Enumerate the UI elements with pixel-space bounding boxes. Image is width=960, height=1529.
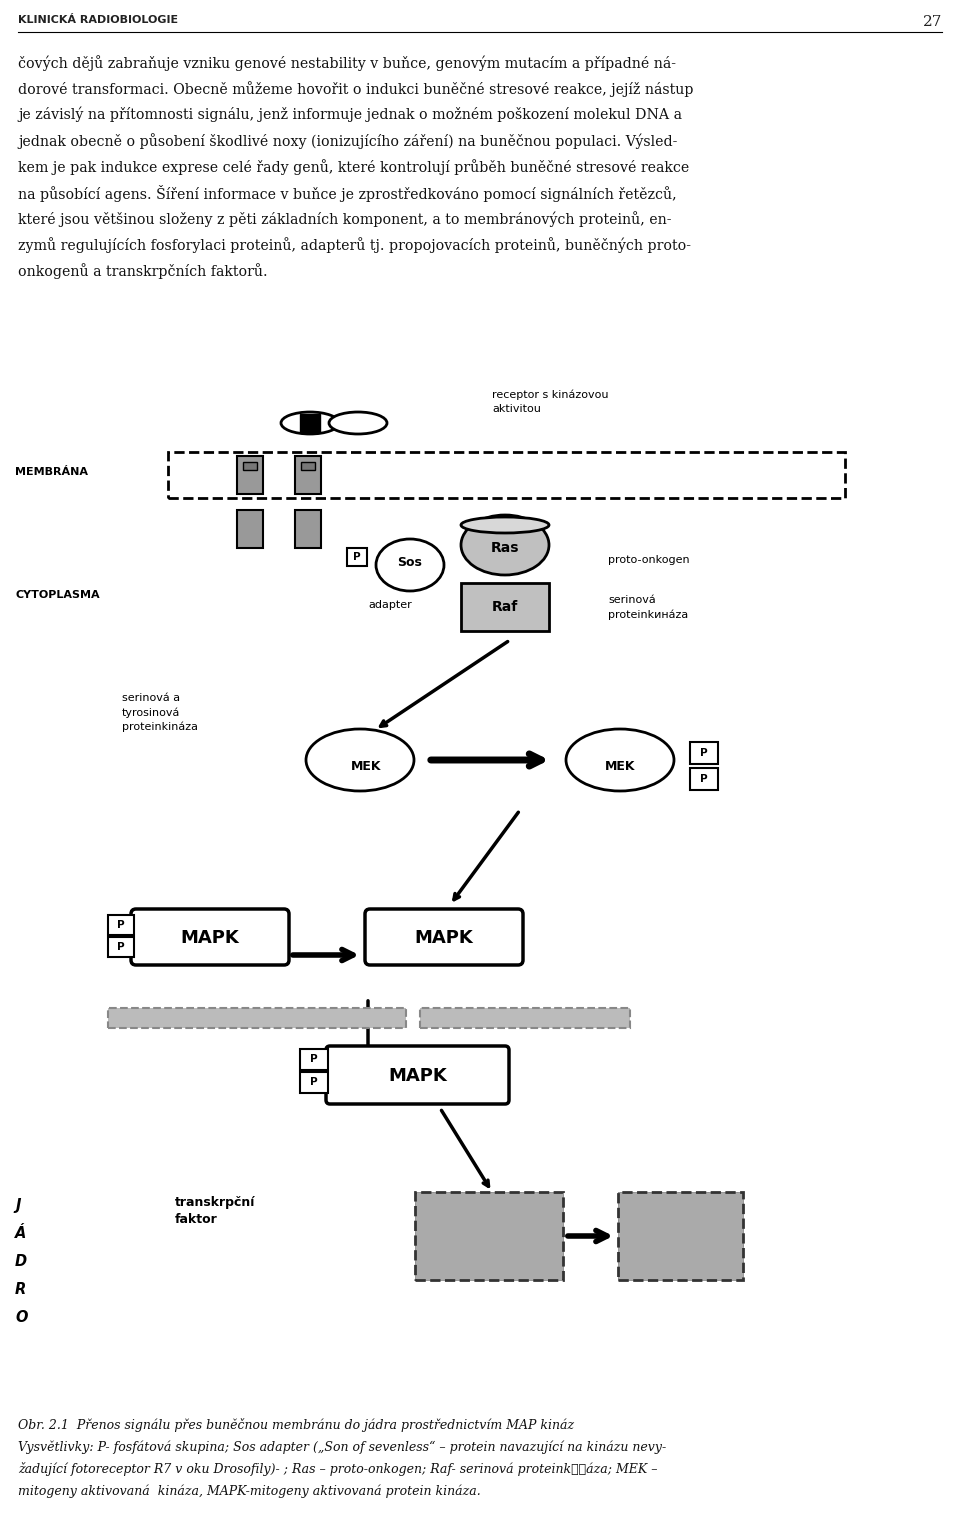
Text: aktivitou: aktivitou [492,404,540,414]
Text: J: J [15,1199,20,1212]
Text: P: P [353,552,361,563]
Bar [300,414,320,433]
Text: adapter: adapter [368,599,412,610]
Text: P: P [700,748,708,758]
Text: Sos: Sos [397,557,422,569]
Bar [108,1008,406,1027]
Bar [420,1008,630,1027]
Text: O: O [15,1310,28,1326]
Bar [108,914,134,936]
FancyBboxPatch shape [365,910,523,965]
Text: Vysvětlivky: P- fosfátová skupina; Sos adapter („Son of sevenless“ – protein nav: Vysvětlivky: P- fosfátová skupina; Sos a… [18,1440,666,1454]
Text: P: P [700,774,708,784]
Bar [237,511,263,547]
Text: proteinkináza: proteinkináza [122,722,198,731]
Text: Raf: Raf [492,599,518,615]
Ellipse shape [306,729,414,790]
Ellipse shape [566,729,674,790]
Text: MEMBRÁNA: MEMBRÁNA [15,466,88,477]
Bar [618,1193,743,1280]
Bar [108,937,134,957]
Text: faktor: faktor [175,1212,218,1226]
Bar [301,462,315,469]
Text: čových dějů zabraňuje vzniku genové nestability v buňce, genovým mutacím a přípa: čových dějů zabraňuje vzniku genové nest… [18,55,676,70]
Text: P: P [117,942,125,953]
Text: MEK: MEK [350,760,381,772]
Bar [347,547,367,566]
Bar [690,742,718,764]
Text: je závislý na přítomnosti signálu, jenž informuje jednak o možném poškození mole: je závislý na přítomnosti signálu, jenž … [18,107,682,122]
Text: serinová: serinová [608,595,656,605]
Text: MAPK: MAPK [415,930,473,946]
Text: které jsou většinou složeny z pěti základních komponent, a to membránových prote: které jsou většinou složeny z pěti zákla… [18,211,671,226]
Text: MAPK: MAPK [180,930,239,946]
Bar [618,1193,743,1280]
Text: 27: 27 [923,15,942,29]
Text: na působící agens. Šíření informace v buňce je zprostředkováno pomocí signálních: na působící agens. Šíření informace v bu… [18,185,677,202]
Bar [168,453,845,498]
Text: jednak obecně o působení škodlivé noxy (ionizujícího záření) na buněčnou populac: jednak obecně o působení škodlivé noxy (… [18,133,678,148]
Text: receptor s kinázovou: receptor s kinázovou [492,390,609,401]
Text: dorové transformaci. Obecně můžeme hovořit o indukci buněčné stresové reakce, je: dorové transformaci. Obecně můžeme hovoř… [18,81,693,96]
Ellipse shape [376,540,444,592]
Text: MEK: MEK [605,760,636,772]
Text: Á: Á [15,1226,26,1242]
Bar [300,1072,328,1093]
Ellipse shape [461,515,549,575]
Bar [295,456,321,494]
Bar [690,768,718,790]
Text: kem je pak indukce exprese celé řady genů, které kontrolují průběh buněčné stres: kem je pak indukce exprese celé řady gen… [18,159,689,174]
FancyBboxPatch shape [131,910,289,965]
Text: CYTOPLASMA: CYTOPLASMA [15,590,100,599]
Ellipse shape [461,517,549,534]
Bar [295,511,321,547]
Text: proteinkинáza: proteinkинáza [608,609,688,619]
Text: proto-onkogen: proto-onkogen [608,555,689,566]
Text: Ras: Ras [491,541,519,555]
Text: žadující fotoreceptor R7 v oku Drosofily)- ; Ras – proto-onkogen; Raf- serinová : žadující fotoreceptor R7 v oku Drosofily… [18,1462,658,1475]
Text: KLINICKÁ RADIOBIOLOGIE: KLINICKÁ RADIOBIOLOGIE [18,15,179,24]
Text: D: D [15,1254,27,1269]
Text: zymů regulujících fosforylaci proteinů, adapterů tj. propojovacích proteinů, bun: zymů regulujících fosforylaci proteinů, … [18,237,691,252]
Text: onkogenů a transkrpčních faktorů.: onkogenů a transkrpčních faktorů. [18,263,268,278]
Bar [243,462,257,469]
Bar [461,583,549,631]
Text: mitogeny aktivovaná  kináza, MAPK-mitogeny aktivovaná protein kináza.: mitogeny aktivovaná kináza, MAPK-mitogen… [18,1485,481,1497]
Bar [237,456,263,494]
FancyBboxPatch shape [326,1046,509,1104]
Text: R: R [15,1281,26,1297]
Text: serinová a: serinová a [122,693,180,703]
Text: MAPK: MAPK [389,1067,447,1086]
Ellipse shape [281,411,339,434]
Bar [415,1193,563,1280]
Text: P: P [310,1076,318,1087]
Bar [300,1049,328,1070]
Text: P: P [310,1053,318,1064]
Bar [415,1193,563,1280]
Ellipse shape [329,411,387,434]
Text: P: P [117,920,125,930]
Text: Obr. 2.1  Přenos signálu přes buněčnou membránu do jádra prostřednictvím MAP kin: Obr. 2.1 Přenos signálu přes buněčnou me… [18,1417,574,1433]
Text: tyrosinová: tyrosinová [122,706,180,717]
Text: transkrpční: transkrpční [175,1196,255,1209]
